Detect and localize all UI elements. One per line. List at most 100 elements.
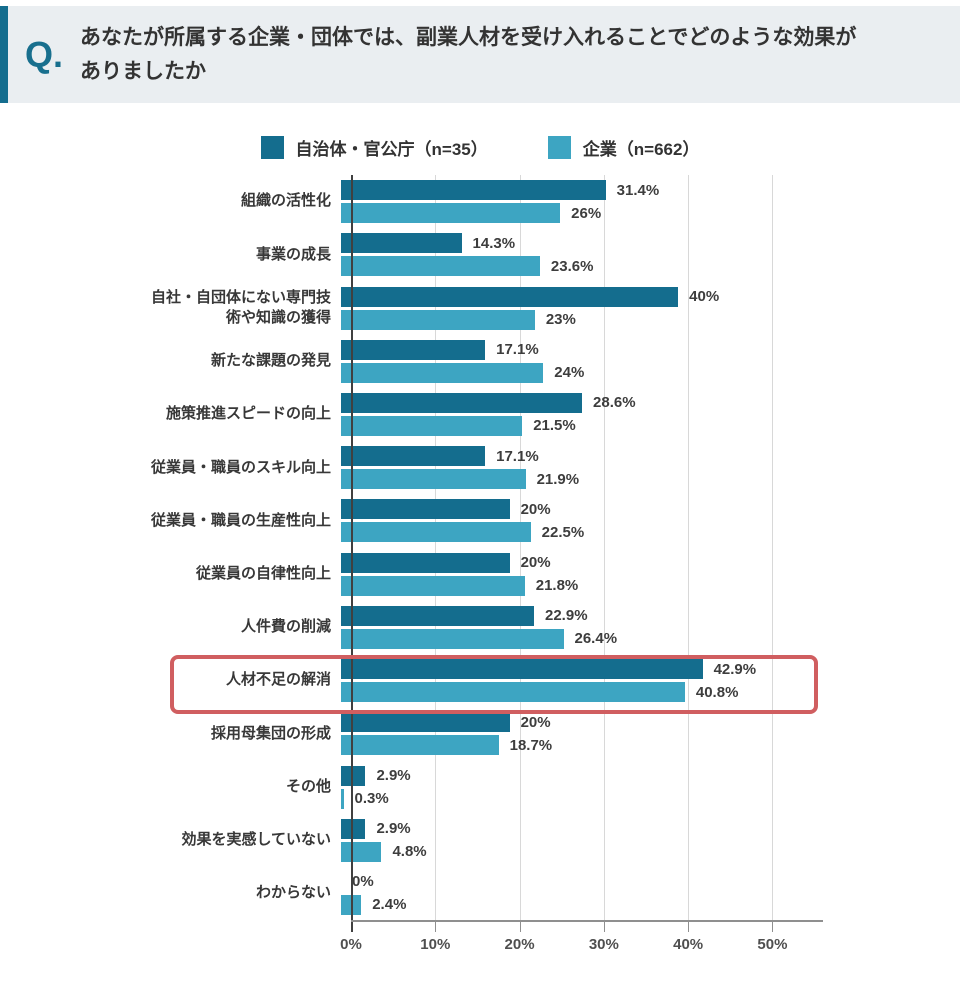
bar-government	[341, 286, 679, 307]
bar-line: 23%	[341, 309, 813, 330]
y-axis-line	[351, 175, 353, 932]
bar-company	[341, 628, 564, 649]
category-label: 新たな課題の発見	[210, 352, 331, 370]
bar-value-label: 17.1%	[496, 341, 539, 359]
chart-rows: 組織の活性化 31.4% 26% 事業の成長 14.3% 23.6% 自社・自団体にない専門…	[146, 175, 823, 920]
bar-group: 20% 21.8%	[341, 552, 813, 596]
gridlines	[351, 175, 823, 920]
bar-government	[341, 339, 486, 360]
bar-value-label: 17.1%	[496, 447, 539, 465]
chart-row: 事業の成長 14.3% 23.6%	[146, 228, 823, 281]
bar-government	[341, 233, 462, 254]
bar-value-label: 20%	[520, 554, 551, 572]
bar-line: 28.6%	[341, 392, 813, 413]
bar-value-label: 23.6%	[550, 257, 594, 275]
bar-group: 40% 23%	[341, 286, 813, 330]
bar-value-label: 0.3%	[354, 790, 389, 808]
gridline-10	[435, 175, 437, 920]
bar-line: 2.4%	[341, 894, 813, 915]
bar-line: 40.8%	[341, 682, 813, 703]
bar-company	[341, 203, 561, 224]
category-label: その他	[285, 777, 331, 795]
x-tick-label-40: 40%	[673, 936, 704, 953]
bar-value-label: 21.8%	[535, 577, 579, 595]
bar-line: 17.1%	[341, 339, 813, 360]
chart-row: 人材不足の解消 42.9% 40.8%	[146, 654, 823, 707]
x-tick-label-50: 50%	[757, 936, 788, 953]
bar-company	[341, 735, 499, 756]
bar-company	[341, 309, 535, 330]
legend-label: 自治体・官公庁（n=35）	[295, 140, 488, 159]
bar-company	[341, 522, 531, 543]
question-text: あなたが所属する企業・団体では、副業人材を受け入れることでどのような効果が あり…	[80, 25, 857, 83]
bar-group: 20% 22.5%	[341, 499, 813, 543]
bar-value-label: 2.4%	[372, 896, 407, 914]
x-tick-30	[603, 922, 605, 932]
bar-group: 2.9% 4.8%	[341, 818, 813, 862]
bar-group: 17.1% 21.9%	[341, 446, 813, 490]
x-tick-label-0: 0%	[340, 936, 362, 953]
bar-government	[341, 659, 703, 680]
chart-row: 従業員・職員のスキル向上 17.1% 21.9%	[146, 441, 823, 494]
x-tick-label-20: 20%	[504, 936, 535, 953]
chart-row: 人件費の削減 22.9% 26.4%	[146, 601, 823, 654]
gridline-30	[603, 175, 605, 920]
bar-value-label: 26.4%	[574, 630, 618, 648]
bar-line: 22.5%	[341, 522, 813, 543]
bar-line: 0%	[341, 872, 813, 892]
category-label: 効果を実感していない	[181, 831, 331, 849]
bar-line: 40%	[341, 286, 813, 307]
category-label: 人材不足の解消	[225, 671, 331, 689]
bar-government	[341, 552, 510, 573]
bar-value-label: 42.9%	[713, 660, 757, 678]
chart-row: 従業員の自律性向上 20% 21.8%	[146, 548, 823, 601]
bar-line: 26%	[341, 203, 813, 224]
bar-value-label: 21.9%	[536, 470, 580, 488]
legend-swatch	[547, 136, 571, 159]
bar-company	[341, 415, 523, 436]
bar-government	[341, 605, 534, 626]
legend-label: 企業（n=662）	[582, 140, 700, 159]
gridline-50	[772, 175, 774, 920]
category-label: 従業員・職員のスキル向上	[150, 458, 331, 476]
bar-line: 0.3%	[341, 788, 813, 809]
bar-company	[341, 841, 382, 862]
bar-line: 4.8%	[341, 841, 813, 862]
x-tick-50	[772, 922, 774, 932]
bar-value-label: 2.9%	[376, 820, 411, 838]
bar-company	[341, 682, 685, 703]
bar-line: 23.6%	[341, 256, 813, 277]
bar-line: 20%	[341, 552, 813, 573]
category-label: 施策推進スピードの向上	[165, 405, 331, 423]
bar-line: 18.7%	[341, 735, 813, 756]
bar-company	[341, 788, 344, 809]
bar-value-label: 23%	[545, 311, 576, 329]
legend-item-0: 自治体・官公庁（n=35）	[260, 135, 488, 160]
bar-line: 21.8%	[341, 575, 813, 596]
chart-row: 施策推進スピードの向上 28.6% 21.5%	[146, 388, 823, 441]
bar-group: 22.9% 26.4%	[341, 605, 813, 649]
bar-government	[341, 446, 486, 467]
bar-group: 0% 2.4%	[341, 872, 813, 915]
bar-group: 31.4% 26%	[341, 180, 813, 224]
chart-row: わからない 0% 2.4%	[146, 867, 823, 920]
question-header: Q. あなたが所属する企業・団体では、副業人材を受け入れることでどのような効果が…	[0, 6, 960, 103]
x-tick-10	[435, 922, 437, 932]
bar-value-label: 2.9%	[376, 767, 411, 785]
bar-value-label: 20%	[520, 713, 551, 731]
bar-group: 42.9% 40.8%	[341, 659, 813, 703]
chart-row: 組織の活性化 31.4% 26%	[146, 175, 823, 228]
chart-row: 従業員・職員の生産性向上 20% 22.5%	[146, 494, 823, 547]
bar-value-label: 28.6%	[593, 394, 636, 412]
bar-government	[341, 765, 366, 786]
bar-line: 31.4%	[341, 180, 813, 201]
bar-line: 24%	[341, 362, 813, 383]
bar-line: 21.5%	[341, 415, 813, 436]
bar-company	[341, 575, 525, 596]
bar-group: 14.3% 23.6%	[341, 233, 813, 277]
bar-value-label: 4.8%	[392, 843, 427, 861]
bar-group: 20% 18.7%	[341, 712, 813, 756]
gridline-20	[519, 175, 521, 920]
bar-government	[341, 392, 583, 413]
legend: 自治体・官公庁（n=35） 企業（n=662）	[0, 135, 960, 160]
